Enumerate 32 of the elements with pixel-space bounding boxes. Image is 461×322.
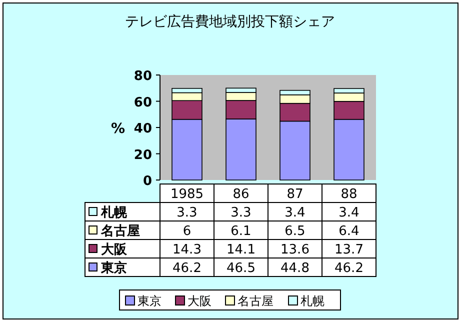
y-tick-label: 60 xyxy=(134,95,152,110)
legend-label: 大阪 xyxy=(101,242,128,258)
data-label: 13.6 xyxy=(280,242,310,258)
legend-label: 札幌 xyxy=(100,206,128,220)
legend-label: 名古屋 xyxy=(100,224,140,239)
data-label: 3.4 xyxy=(284,206,306,220)
y-tick-label: 20 xyxy=(134,148,152,163)
x-tick-label: 86 xyxy=(232,187,250,202)
legend: 東京 大阪 名古屋 札幌 xyxy=(119,290,341,310)
y-axis-title: % xyxy=(110,121,126,137)
x-tick-label: 88 xyxy=(340,187,358,202)
legend-label: 東京 xyxy=(100,260,127,276)
data-label: 46.2 xyxy=(172,261,202,276)
data-label: 13.7 xyxy=(334,242,364,258)
data-label: 3.4 xyxy=(338,206,360,220)
x-tick-label: 1985 xyxy=(170,187,204,202)
data-label: 6.1 xyxy=(230,224,252,239)
y-tick-label: 80 xyxy=(134,69,152,84)
data-label: 6.4 xyxy=(338,224,360,239)
y-tick-label: 40 xyxy=(134,122,152,136)
data-label: 14.3 xyxy=(172,242,202,258)
data-label: 46.2 xyxy=(334,261,364,276)
data-label: 3.3 xyxy=(176,206,198,220)
data-label: 46.5 xyxy=(226,261,256,276)
data-label: 3.3 xyxy=(230,206,252,220)
data-label: 6 xyxy=(182,224,192,239)
chart-title: テレビ広告費地域別投下額シェア xyxy=(125,14,335,30)
data-label: 44.8 xyxy=(280,261,310,276)
data-label: 6.5 xyxy=(284,224,306,239)
y-tick-label: 0 xyxy=(142,174,152,189)
data-label: 14.1 xyxy=(226,242,256,258)
x-tick-label: 87 xyxy=(286,187,304,202)
